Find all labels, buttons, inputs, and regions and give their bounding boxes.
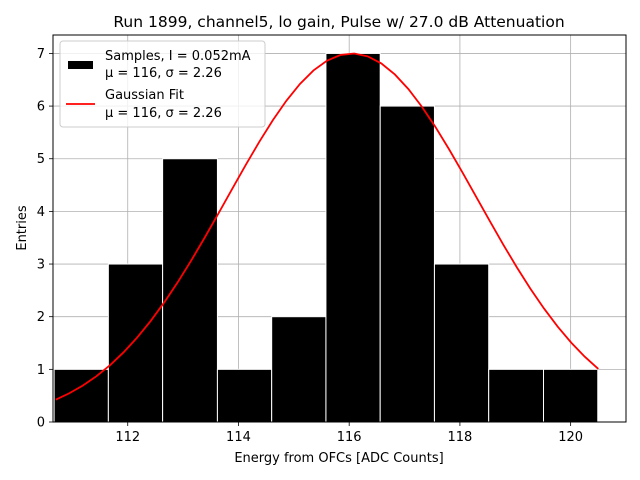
histogram-bar: [433, 263, 490, 423]
gaussian-fit-line: [55, 52, 599, 401]
histogram-bar: [271, 316, 327, 423]
y-tick-label: 2: [37, 310, 45, 325]
x-tick-label: 114: [226, 430, 251, 445]
y-tick-label: 1: [37, 363, 45, 378]
y-tick-label: 4: [37, 205, 45, 220]
histogram-bar: [488, 368, 545, 423]
x-tick-label: 118: [447, 430, 472, 445]
x-tick-label: 116: [337, 430, 362, 445]
histogram-bar: [162, 158, 218, 423]
histogram-bars: [53, 52, 599, 423]
legend: Samples, I = 0.052mA μ = 116, σ = 2.26 G…: [59, 40, 266, 128]
y-tick-label: 3: [37, 258, 45, 273]
legend-samples-label: Samples, I = 0.052mA: [105, 49, 251, 64]
x-axis-label: Energy from OFCs [ADC Counts]: [234, 451, 443, 466]
legend-box: [59, 40, 266, 128]
histogram-bar: [216, 368, 273, 423]
legend-fit-label: Gaussian Fit: [105, 88, 184, 103]
y-axis-label: Entries: [15, 205, 30, 251]
histogram-bar: [107, 263, 164, 423]
histogram-bar: [379, 105, 435, 423]
y-axis-ticks: 0 1 2 3 4 5 6 7: [37, 47, 53, 431]
y-tick-label: 0: [37, 416, 45, 431]
histogram-bar: [325, 52, 381, 423]
legend-samples-swatch: [68, 61, 93, 69]
chart-title: Run 1899, channel5, lo gain, Pulse w/ 27…: [113, 13, 564, 31]
x-tick-label: 120: [558, 430, 583, 445]
x-axis-ticks: 112 114 116 118 120: [115, 422, 583, 445]
y-tick-label: 5: [37, 152, 45, 167]
legend-samples-stats: μ = 116, σ = 2.26: [105, 66, 222, 81]
y-tick-label: 6: [37, 100, 45, 115]
plot-frame: [52, 34, 627, 423]
y-tick-label: 7: [37, 47, 45, 62]
legend-fit-stats: μ = 116, σ = 2.26: [105, 106, 222, 121]
histogram-bar: [543, 368, 599, 423]
x-tick-label: 112: [115, 430, 140, 445]
